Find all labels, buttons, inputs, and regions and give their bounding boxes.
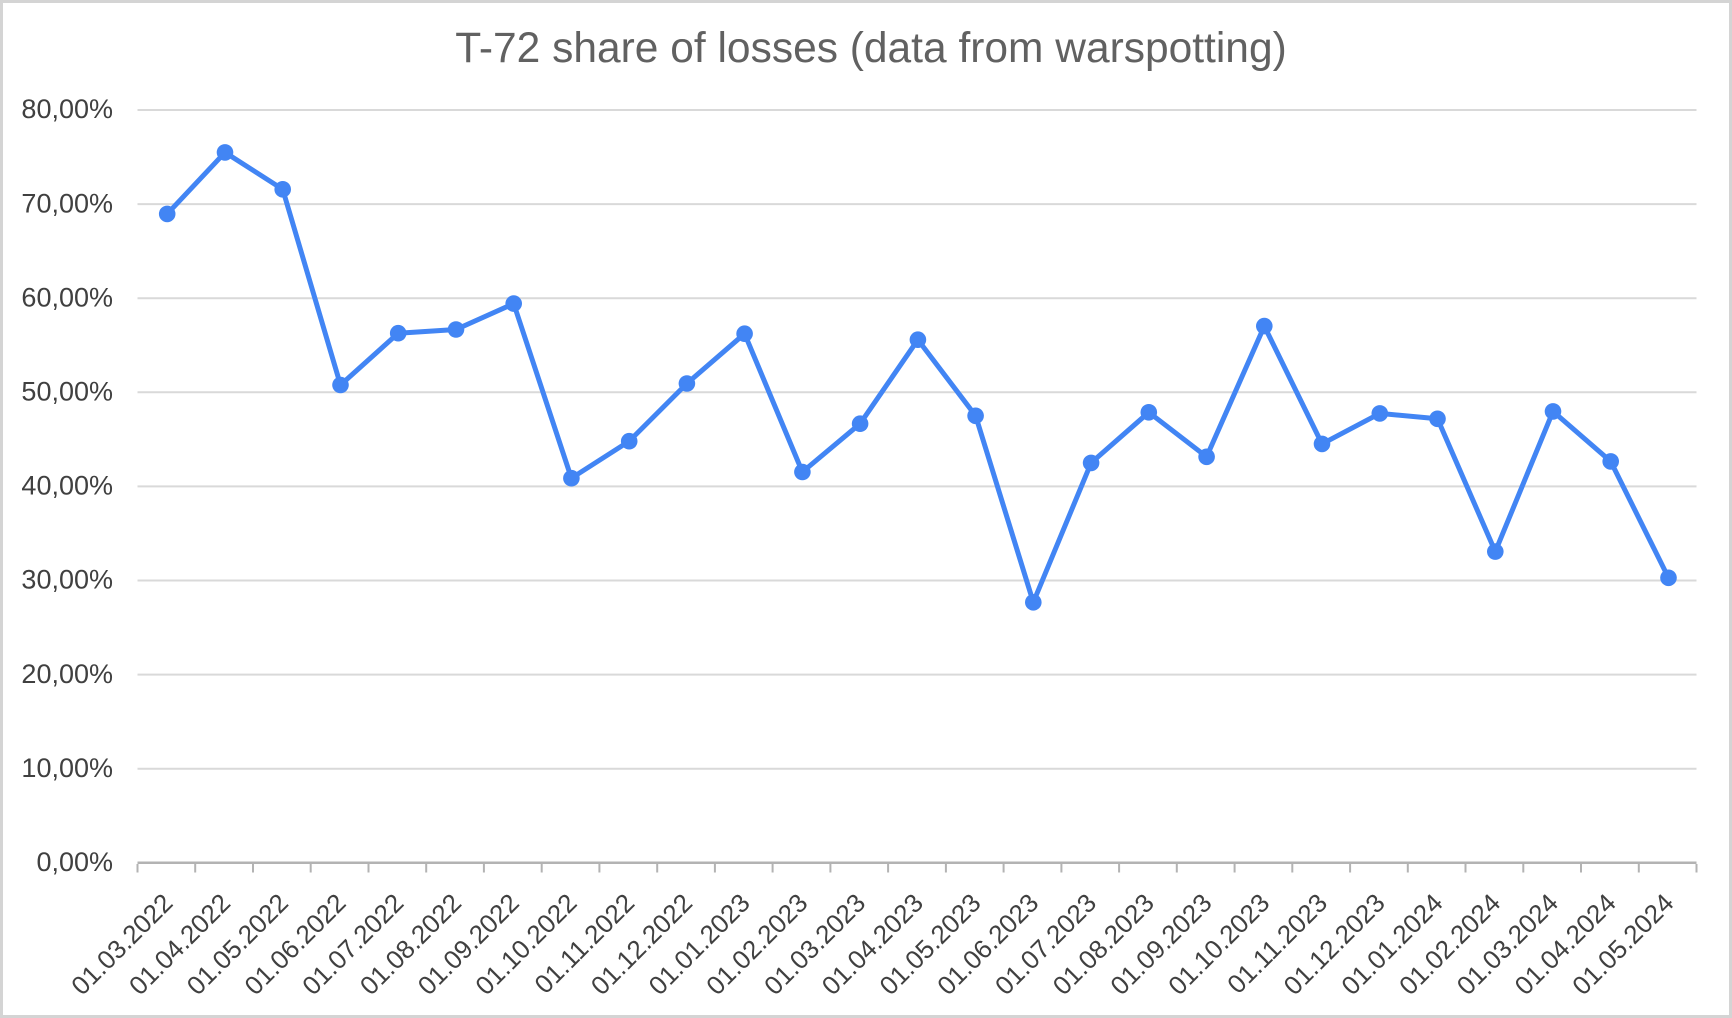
svg-text:60,00%: 60,00% (21, 282, 113, 312)
svg-text:T-72 share of losses (data fro: T-72 share of losses (data from warspott… (455, 25, 1286, 72)
svg-text:20,00%: 20,00% (21, 659, 113, 689)
svg-text:10,00%: 10,00% (21, 753, 113, 783)
svg-text:30,00%: 30,00% (21, 565, 113, 595)
svg-text:0,00%: 0,00% (36, 847, 113, 877)
svg-text:70,00%: 70,00% (21, 188, 113, 218)
svg-text:50,00%: 50,00% (21, 377, 113, 407)
svg-text:80,00%: 80,00% (21, 94, 113, 124)
svg-text:40,00%: 40,00% (21, 471, 113, 501)
